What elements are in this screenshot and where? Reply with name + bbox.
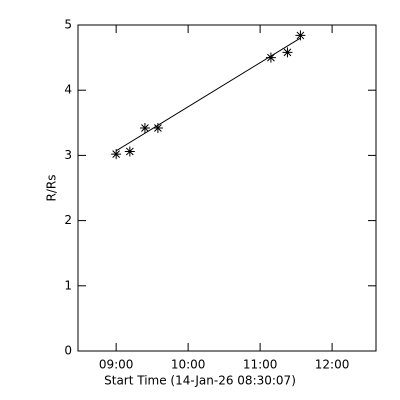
y-tick-label: 4	[64, 83, 72, 97]
data-point	[139, 123, 150, 134]
data-point	[124, 146, 135, 157]
y-axis-label: R/Rs	[45, 175, 59, 202]
data-point	[265, 52, 276, 63]
y-tick-label: 2	[64, 213, 72, 227]
y-tick-label: 3	[64, 148, 72, 162]
data-point	[282, 47, 293, 58]
x-axis-label: Start Time (14-Jan-26 08:30:07)	[104, 374, 296, 388]
plot-frame	[77, 24, 377, 352]
data-point	[111, 149, 122, 160]
data-point	[295, 30, 306, 41]
y-tick-label: 0	[64, 344, 72, 358]
x-tick-label: 10:00	[171, 358, 206, 372]
y-tick-label: 5	[64, 18, 72, 32]
x-tick-label: 12:00	[315, 358, 350, 372]
x-tick-label: 09:00	[99, 358, 134, 372]
fit-line	[115, 37, 301, 152]
x-tick-label: 11:00	[243, 358, 278, 372]
y-tick-label: 1	[64, 278, 72, 292]
data-point	[152, 123, 163, 134]
